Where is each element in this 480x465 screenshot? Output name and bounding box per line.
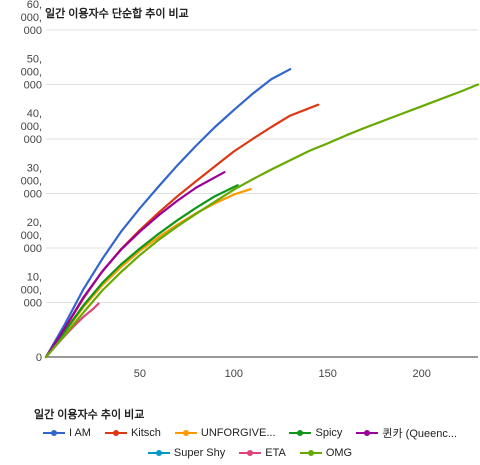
legend-swatch [104, 430, 127, 436]
legend-item[interactable]: 퀸카 (Queenc... [356, 425, 457, 441]
x-tick-label: 100 [225, 368, 243, 380]
legend-swatch [42, 430, 65, 436]
y-axis-ticks: 0 10, 000, 000 20, 000, 000 30, 000, 000 40, 000, 00… [21, 0, 42, 364]
y-tick-label: 40, 000, 000 [21, 108, 42, 146]
legend-label: ETA [265, 447, 286, 459]
y-tick-label: 20, 000, 000 [21, 217, 42, 255]
legend-row: Super Shy ETA OMG [30, 447, 470, 459]
legend-swatch [174, 430, 197, 436]
legend-label: OMG [325, 447, 353, 459]
legend-label: Kitsch [130, 427, 161, 439]
x-tick-label: 50 [134, 368, 146, 380]
legend-swatch [299, 450, 322, 456]
x-axis-ticks: 50 100 150 200 [134, 368, 431, 380]
legend-item[interactable]: UNFORGIVE... [174, 425, 276, 441]
legend-item[interactable]: ETA [239, 447, 286, 459]
legend: I AM Kitsch UNFORGIVE... Spicy 퀸카 (Queenc...… [30, 425, 470, 465]
x-tick-label: 150 [319, 368, 337, 380]
y-tick-label: 10, 000, 000 [21, 272, 42, 310]
line-chart-plot: 0 10, 000, 000 20, 000, 000 30, 000, 000 40, 000, 00… [21, 0, 480, 380]
legend-swatch [239, 450, 262, 456]
legend-label: Spicy [315, 427, 343, 439]
gridlines [46, 29, 478, 303]
legend-title: 일간 이용자수 추이 비교 [34, 409, 145, 421]
legend-item[interactable]: I AM [42, 425, 91, 441]
series-line [44, 184, 239, 359]
series-line [44, 83, 480, 359]
series-line [44, 103, 320, 359]
legend-item[interactable]: Spicy [289, 425, 342, 441]
series-line [44, 188, 252, 359]
series-lines [44, 68, 480, 359]
legend-label: I AM [68, 427, 91, 439]
series-line [44, 68, 292, 359]
x-tick-label: 200 [412, 368, 430, 380]
chart-title: 일간 이용자수 단순합 추이 비교 [45, 8, 189, 20]
series-line [44, 171, 226, 359]
legend-item[interactable]: Super Shy [147, 447, 226, 459]
legend-label: UNFORGIVE... [200, 427, 276, 439]
legend-swatch [147, 450, 170, 456]
y-tick-label: 50, 000, 000 [21, 54, 42, 92]
legend-swatch [289, 430, 312, 436]
legend-swatch [356, 430, 379, 436]
y-tick-label: 0 [36, 352, 42, 364]
legend-label: 퀸카 (Queenc... [382, 428, 458, 440]
y-tick-label: 30, 000, 000 [21, 163, 42, 201]
legend-item[interactable]: Kitsch [104, 425, 161, 441]
y-tick-label: 60, 000, 000 [21, 0, 42, 37]
legend-item[interactable]: OMG [299, 447, 353, 459]
legend-row: I AM Kitsch UNFORGIVE... Spicy 퀸카 (Queenc... [30, 425, 470, 441]
legend-label: Super Shy [173, 447, 226, 459]
